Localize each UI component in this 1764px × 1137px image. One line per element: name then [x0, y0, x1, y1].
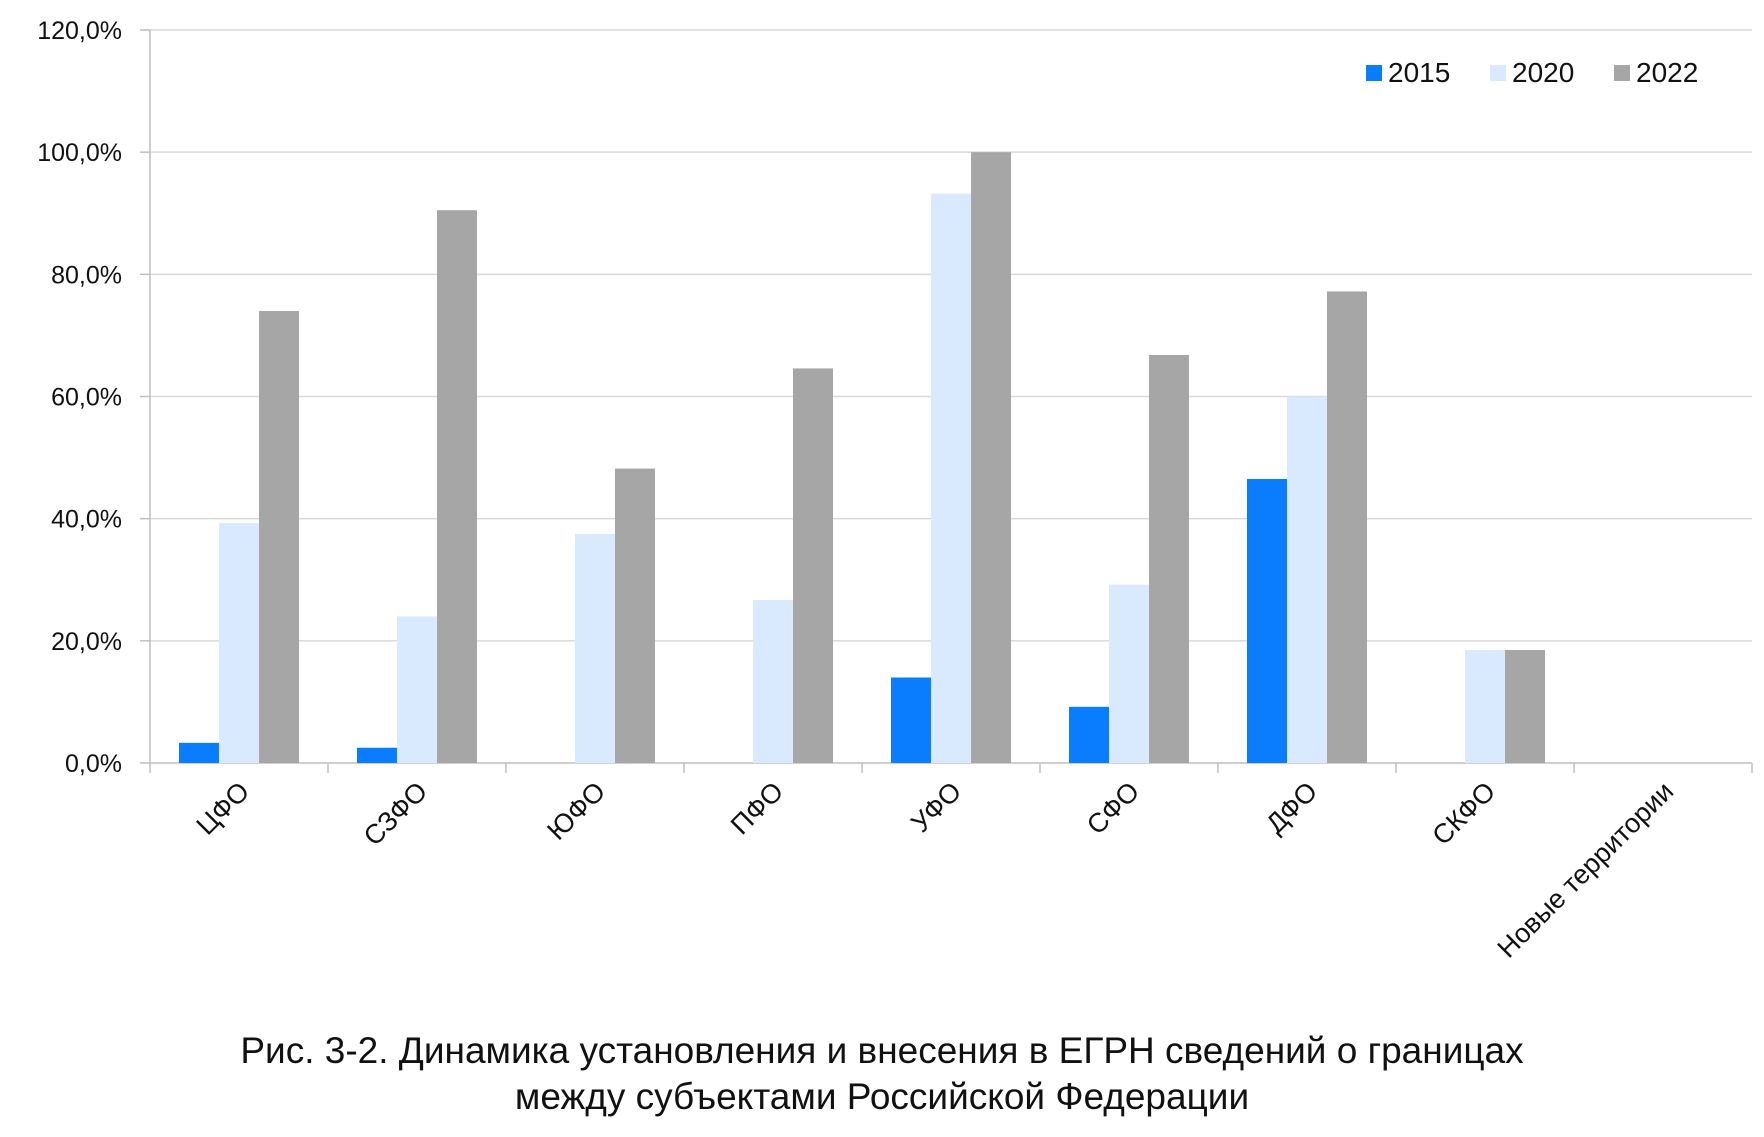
y-tick-label: 80,0%	[51, 261, 122, 289]
y-tick-label: 100,0%	[37, 139, 122, 167]
legend-swatch-2015	[1366, 65, 1382, 81]
x-tick-label: ДФО	[1260, 776, 1323, 839]
y-tick-label: 40,0%	[51, 506, 122, 534]
x-tick-label: СКФО	[1426, 776, 1501, 851]
bar-2015	[1069, 706, 1109, 763]
x-tick-label: ЦФО	[191, 776, 256, 841]
y-tick-label: 120,0%	[37, 17, 122, 45]
x-tick-label: ПФО	[725, 776, 789, 840]
bar-2022	[971, 152, 1011, 763]
legend-label: 2015	[1388, 57, 1450, 88]
caption-line-1: Рис. 3-2. Динамика установления и внесен…	[240, 1030, 1524, 1071]
bar-2015	[179, 742, 219, 763]
bar-2015	[357, 747, 397, 763]
bar-2022	[615, 468, 655, 763]
x-tick-label: ЮФО	[541, 776, 611, 846]
bar-2020	[1109, 584, 1149, 763]
bar-2015	[1247, 478, 1287, 763]
y-tick-label: 0,0%	[65, 750, 122, 778]
bar-2020	[575, 533, 615, 763]
bar-2020	[931, 193, 971, 763]
chart-caption: Рис. 3-2. Динамика установления и внесен…	[0, 1028, 1764, 1120]
bar-2022	[1149, 354, 1189, 763]
bar-2020	[753, 599, 793, 763]
bar-2022	[437, 210, 477, 764]
bar-2015	[891, 677, 931, 763]
legend-swatch-2020	[1490, 65, 1506, 81]
legend-swatch-2022	[1614, 65, 1630, 81]
y-tick-label: 60,0%	[51, 384, 122, 412]
bar-2020	[1287, 396, 1327, 763]
bar-2022	[1327, 291, 1367, 763]
legend-label: 2020	[1512, 57, 1574, 88]
legend-label: 2022	[1636, 57, 1698, 88]
bar-chart: 0,0% 20,0% 40,0% 60,0% 80,0% 100,0% 120,0% ЦФО С…	[37, 17, 1753, 964]
y-tick-label: 20,0%	[51, 628, 122, 656]
x-tick-label: СЗФО	[358, 776, 433, 851]
x-tick-label: Новые территории	[1492, 776, 1680, 964]
bar-2022	[793, 368, 833, 763]
bar-2020	[1465, 649, 1505, 763]
bar-2020	[397, 616, 437, 763]
x-tick-label: СФО	[1081, 776, 1145, 840]
x-tick-label: УФО	[905, 776, 967, 838]
bar-2022	[259, 310, 299, 763]
caption-line-2: между субъектами Российской Федерации	[514, 1076, 1250, 1117]
bar-2020	[219, 522, 259, 763]
bar-2022	[1505, 649, 1545, 763]
